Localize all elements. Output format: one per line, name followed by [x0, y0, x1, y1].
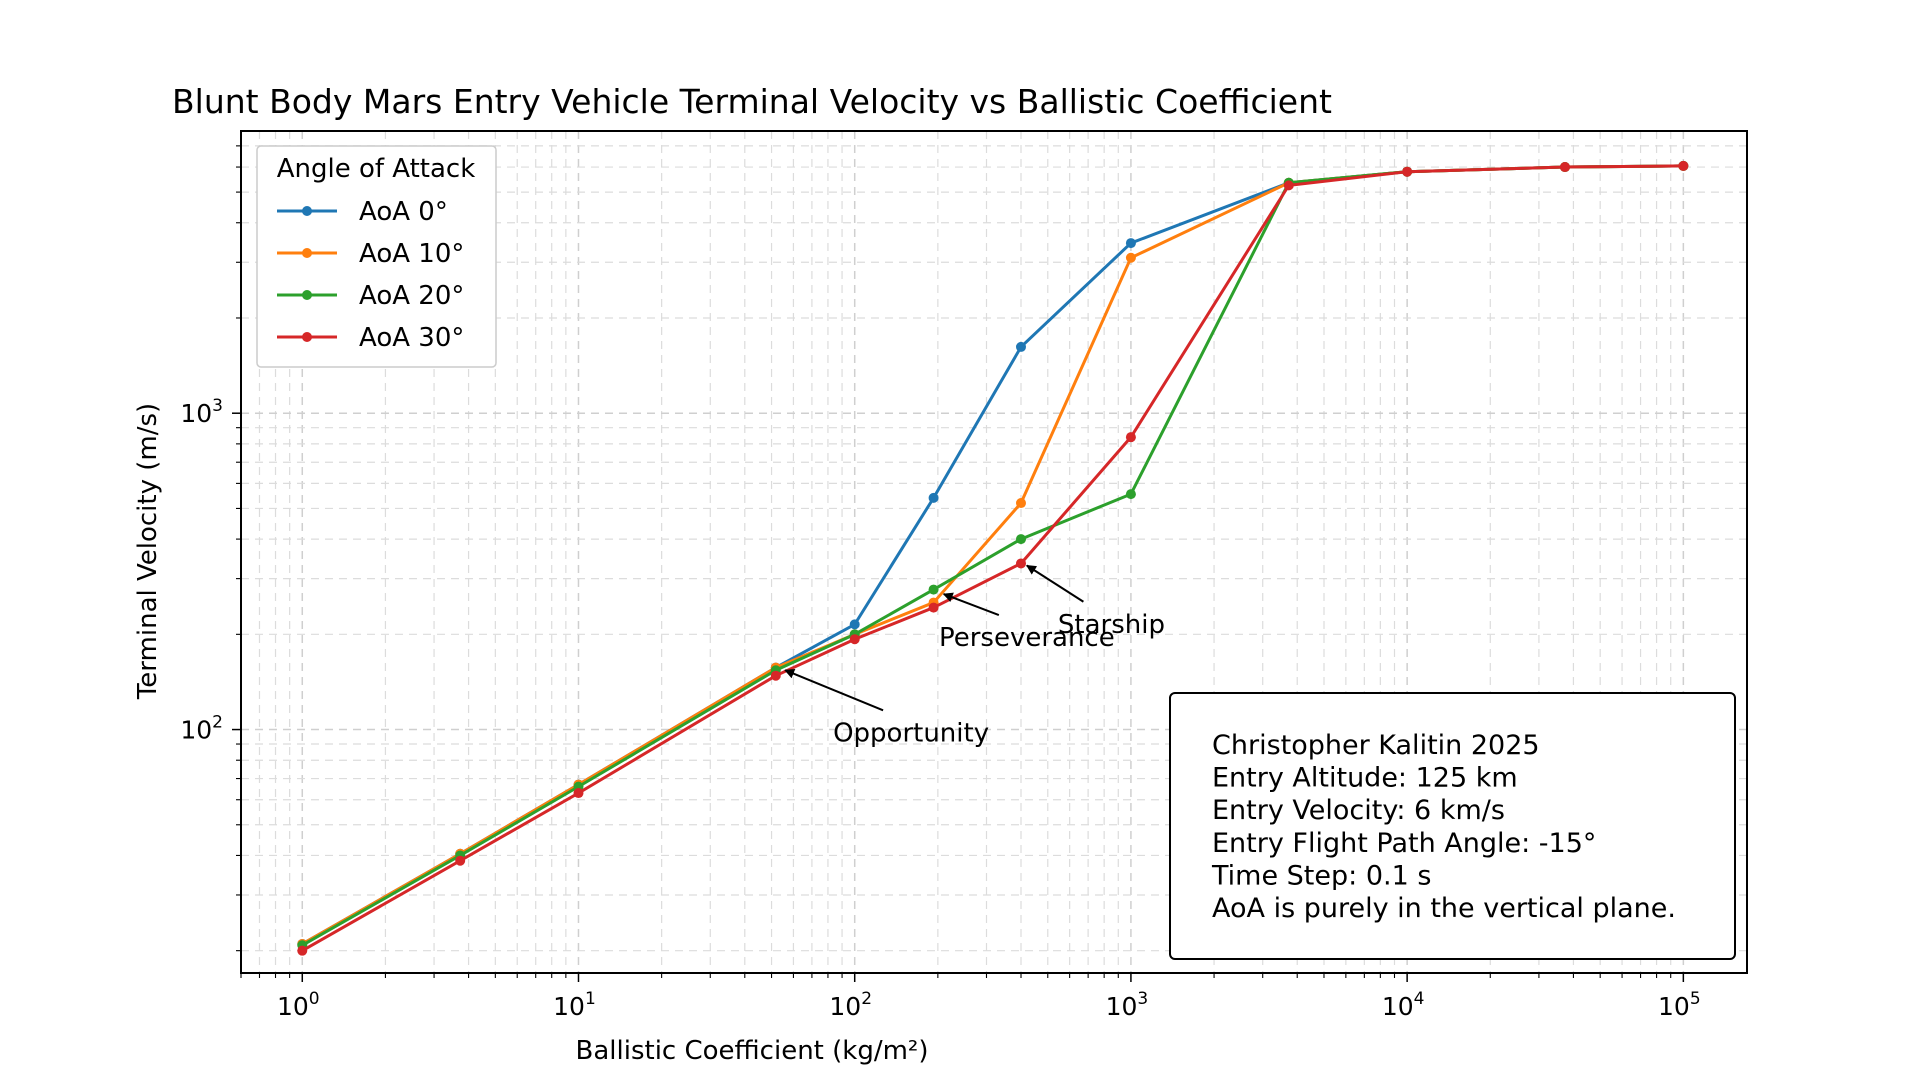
data-point	[455, 855, 466, 866]
info-line: Entry Flight Path Angle: -15°	[1212, 828, 1596, 859]
info-line: Entry Altitude: 125 km	[1212, 763, 1518, 794]
info-line: AoA is purely in the vertical plane.	[1212, 893, 1676, 924]
info-box-frame	[1169, 692, 1736, 960]
legend-swatch-marker	[302, 248, 312, 258]
data-point	[928, 584, 939, 595]
annotation-label: Perseverance	[939, 623, 1115, 653]
chart-title: Blunt Body Mars Entry Vehicle Terminal V…	[172, 82, 1332, 121]
legend-label: AoA 20°	[359, 281, 464, 311]
data-point	[928, 602, 939, 613]
legend-label: AoA 0°	[359, 197, 448, 227]
series-line	[301, 164, 1684, 952]
y-tick-label: 102	[180, 713, 223, 745]
legend-swatch-marker	[302, 206, 312, 216]
data-point	[1016, 534, 1027, 545]
data-point	[1125, 252, 1136, 263]
data-point	[1016, 558, 1027, 569]
x-tick-label: 104	[1382, 989, 1425, 1021]
legend-swatch-marker	[302, 290, 312, 300]
data-point	[1559, 162, 1570, 173]
y-tick-label: 103	[180, 396, 223, 428]
annotation-label: Opportunity	[833, 718, 989, 748]
y-axis-title: Terminal Velocity (m/s)	[133, 403, 163, 700]
annotation-label: Starship	[1058, 610, 1165, 640]
info-line: Christopher Kalitin 2025	[1212, 730, 1540, 761]
data-point	[1125, 238, 1136, 249]
data-point	[1402, 166, 1413, 177]
x-tick-label: 103	[1106, 989, 1149, 1021]
data-point	[1678, 160, 1689, 171]
legend-title: Angle of Attack	[277, 154, 476, 184]
data-point	[1283, 180, 1294, 191]
legend-label: AoA 30°	[359, 323, 464, 353]
data-point	[849, 634, 860, 645]
data-point	[1125, 489, 1136, 500]
series-lines	[297, 160, 1689, 956]
series-3	[297, 160, 1689, 956]
x-tick-label: 101	[553, 989, 596, 1021]
legend-label: AoA 10°	[359, 239, 464, 269]
x-axis-title: Ballistic Coefficient (kg/m²)	[576, 1036, 929, 1066]
annotation-arrow	[1026, 564, 1084, 603]
info-line: Entry Velocity: 6 km/s	[1212, 795, 1505, 826]
data-point	[849, 619, 860, 630]
data-point	[770, 670, 781, 681]
annotation-arrow	[942, 592, 1000, 617]
data-point	[1125, 432, 1136, 443]
legend-swatch-marker	[302, 332, 312, 342]
x-tick-label: 100	[277, 989, 320, 1021]
x-tick-label: 105	[1658, 989, 1701, 1021]
legend-box	[256, 145, 497, 368]
plot-frame	[240, 130, 1748, 974]
x-tick-label: 102	[829, 989, 872, 1021]
data-point	[928, 492, 939, 503]
annotation-arrow	[784, 669, 884, 712]
data-point	[573, 788, 584, 799]
legend: Angle of Attack AoA 0° AoA 10° AoA 20° AoA 3…	[256, 145, 497, 368]
data-point	[1016, 498, 1027, 509]
data-point	[297, 945, 308, 956]
info-line: Time Step: 0.1 s	[1211, 860, 1431, 891]
data-point	[1016, 341, 1027, 352]
